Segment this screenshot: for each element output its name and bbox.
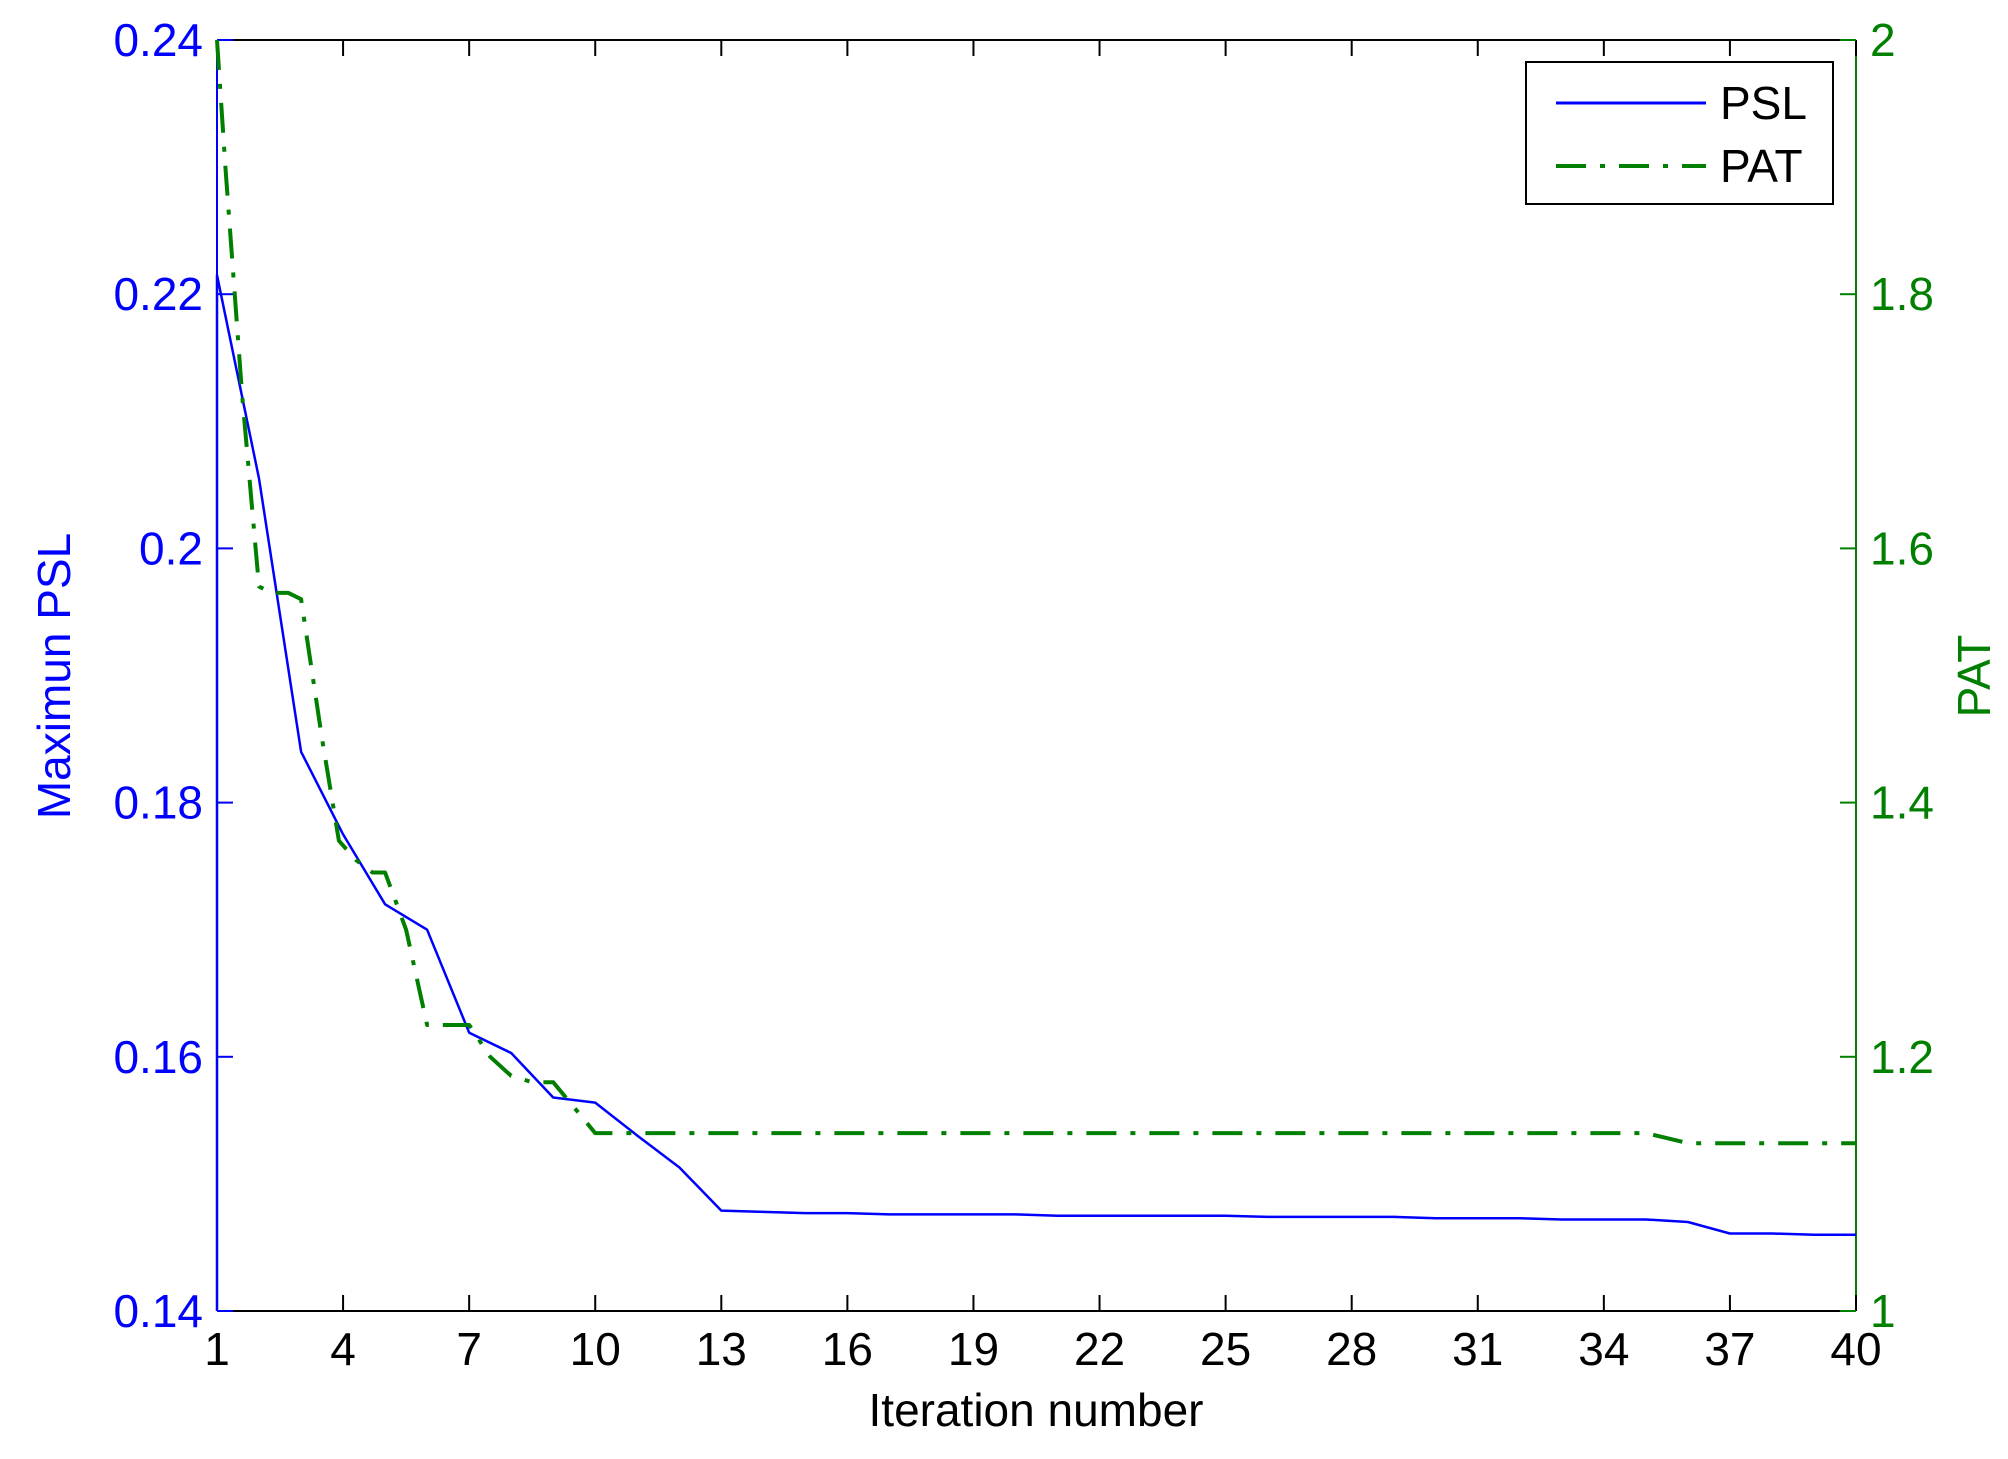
x-tick-label: 10 <box>570 1323 621 1375</box>
x-tick-label: 37 <box>1704 1323 1755 1375</box>
x-tick-label: 34 <box>1578 1323 1629 1375</box>
x-axis-title: Iteration number <box>869 1384 1204 1436</box>
series-line-psl <box>215 273 1856 1311</box>
right-y-tick-label: 2 <box>1870 14 1896 66</box>
x-tick-label: 25 <box>1200 1323 1251 1375</box>
x-tick-label: 19 <box>948 1323 999 1375</box>
right-y-tick-label: 1.6 <box>1870 522 1934 574</box>
right-y-axis-title: PAT <box>1948 635 2000 718</box>
x-tick-label: 31 <box>1452 1323 1503 1375</box>
x-tick-label: 1 <box>204 1323 230 1375</box>
x-tick-label: 16 <box>822 1323 873 1375</box>
series-layer <box>215 39 1856 1311</box>
left-y-tick-label: 0.24 <box>113 14 203 66</box>
left-y-tick-label: 0.18 <box>113 777 203 829</box>
x-tick-label: 28 <box>1326 1323 1377 1375</box>
x-tick-label: 7 <box>456 1323 482 1375</box>
right-y-tick-label: 1.4 <box>1870 777 1934 829</box>
x-tick-label: 22 <box>1074 1323 1125 1375</box>
x-tick-label: 4 <box>330 1323 356 1375</box>
series-line-pat <box>215 39 1856 1146</box>
right-y-tick-label: 1.2 <box>1870 1031 1934 1083</box>
left-y-tick-label: 0.22 <box>113 268 203 320</box>
left-y-axis-ticks: 0.14 0.16 0.18 0.2 0.22 0.24 <box>113 14 233 1337</box>
legend-label-pat: PAT <box>1720 140 1803 192</box>
right-y-tick-label: 1.8 <box>1870 268 1934 320</box>
legend-box <box>1525 61 1834 205</box>
left-y-tick-label: 0.14 <box>113 1285 203 1337</box>
right-y-axis-ticks: 1 1.2 1.4 1.6 1.8 2 <box>1840 14 1934 1337</box>
legend-label-psl: PSL <box>1720 77 1807 129</box>
left-y-axis-title: Maximun PSL <box>28 533 80 819</box>
x-axis-ticks: 1 4 7 10 13 16 19 22 25 28 31 34 37 40 <box>204 40 1882 1375</box>
x-tick-label: 40 <box>1830 1323 1881 1375</box>
x-tick-label: 13 <box>696 1323 747 1375</box>
right-y-tick-label: 1 <box>1870 1285 1896 1337</box>
left-y-tick-label: 0.16 <box>113 1031 203 1083</box>
legend: PSL PAT <box>1525 61 1834 205</box>
left-y-tick-label: 0.2 <box>139 522 203 574</box>
